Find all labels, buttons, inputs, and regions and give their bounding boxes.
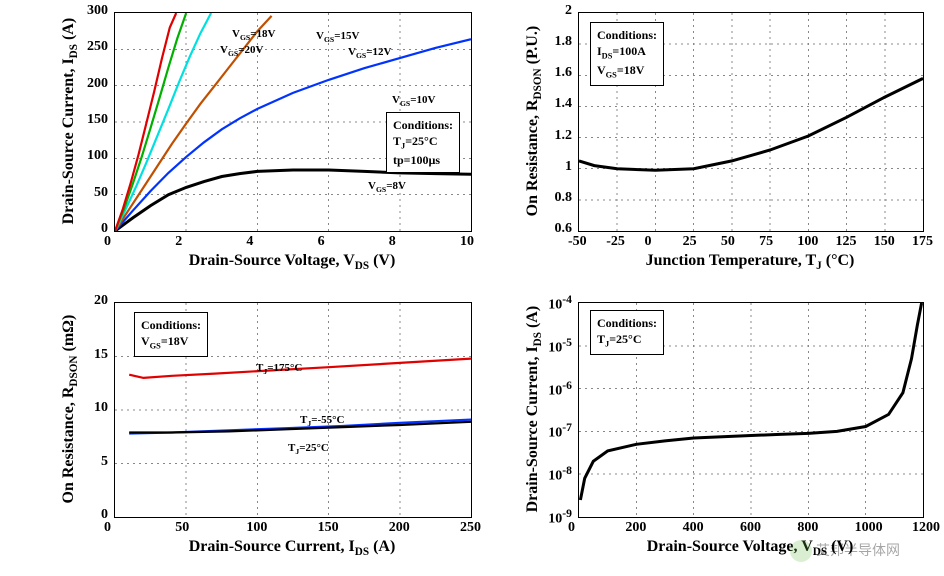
conditions-box-tr: Conditions:IDS=100AVGS=18V: [590, 22, 664, 86]
y-tick: 20: [94, 293, 108, 309]
x-tick: 1200: [912, 520, 940, 536]
y-tick: 10-7: [548, 421, 572, 442]
y-tick: 150: [87, 112, 108, 128]
x-tick: 50: [721, 234, 735, 250]
x-tick: 25: [683, 234, 697, 250]
x-tick: 2: [175, 234, 182, 250]
x-tick: 100: [246, 520, 267, 536]
y-tick: 10-6: [548, 379, 572, 400]
y-axis-label-tl: Drain-Source Current, IDS (A): [60, 12, 80, 230]
x-tick: 250: [460, 520, 481, 536]
y-tick: 1.4: [555, 96, 573, 112]
y-axis-label-br: Drain-Source Current, IDS (A): [524, 302, 544, 516]
series-label: VGS=15V: [316, 30, 359, 44]
conditions-box-bl: Conditions:VGS=18V: [134, 312, 208, 357]
series-label: VGS=20V: [220, 44, 263, 58]
x-tick: 150: [874, 234, 895, 250]
y-tick: 10-8: [548, 464, 572, 485]
y-tick: 1.2: [555, 128, 573, 144]
y-tick: 300: [87, 3, 108, 19]
y-tick: 5: [101, 454, 108, 470]
y-tick: 0: [101, 221, 108, 237]
conditions-box-tl: Conditions:TJ=25°Ctp=100µs: [386, 112, 460, 173]
x-tick: 4: [246, 234, 253, 250]
x-tick: 200: [625, 520, 646, 536]
x-tick: 1000: [855, 520, 883, 536]
x-tick: 125: [836, 234, 857, 250]
y-tick: 50: [94, 185, 108, 201]
x-axis-label-tl: Drain-Source Voltage, VDS (V): [114, 252, 470, 272]
figure-root: 0246810050100150200250300Conditions:TJ=2…: [0, 0, 944, 576]
x-axis-label-tr: Junction Temperature, TJ (°C): [578, 252, 922, 272]
y-tick: 15: [94, 347, 108, 363]
y-tick: 10-5: [548, 336, 572, 357]
series-label: TJ=175°C: [256, 362, 302, 376]
y-axis-label-tr: On Resistance, RDSON (P.U.): [524, 12, 544, 230]
series-label: TJ=25°C: [288, 442, 329, 456]
x-tick: 800: [797, 520, 818, 536]
y-tick: 200: [87, 76, 108, 92]
x-tick: 100: [797, 234, 818, 250]
panel-bl: 05010015020025005101520Conditions:VGS=18…: [38, 296, 484, 566]
y-tick: 2: [565, 3, 572, 19]
x-tick: 75: [759, 234, 773, 250]
series-label: VGS=12V: [348, 46, 391, 60]
x-tick: 400: [683, 520, 704, 536]
conditions-box-br: Conditions:TJ=25°C: [590, 310, 664, 355]
y-tick: 10-4: [548, 293, 572, 314]
y-tick: 0: [101, 507, 108, 523]
y-tick: 100: [87, 148, 108, 164]
x-tick: 0: [644, 234, 651, 250]
x-tick: 200: [389, 520, 410, 536]
y-tick: 1: [565, 159, 572, 175]
series-VGS=8V: [115, 170, 471, 231]
series-rdson_pu: [579, 78, 923, 170]
series-label: VGS=10V: [392, 94, 435, 108]
watermark: 艾邦半导体网: [790, 540, 900, 562]
series-label: VGS=18V: [232, 28, 275, 42]
y-tick: 1.8: [555, 34, 573, 50]
y-tick: 250: [87, 39, 108, 55]
y-tick: 0.6: [555, 221, 573, 237]
x-tick: 6: [318, 234, 325, 250]
x-axis-label-bl: Drain-Source Current, IDS (A): [114, 538, 470, 558]
series-VGS=20V: [115, 13, 176, 231]
x-tick: 10: [460, 234, 474, 250]
y-tick: 10: [94, 400, 108, 416]
x-tick: 175: [912, 234, 933, 250]
y-axis-label-bl: On Resistance, RDSON (mΩ): [60, 302, 80, 516]
panel-tr: -50-2502550751001251501750.60.811.21.41.…: [504, 4, 934, 274]
x-tick: -25: [606, 234, 625, 250]
y-tick: 0.8: [555, 190, 573, 206]
y-tick: 1.6: [555, 65, 573, 81]
x-tick: 600: [740, 520, 761, 536]
y-tick: 10-9: [548, 507, 572, 528]
series-label: TJ=-55°C: [300, 414, 344, 428]
panel-tl: 0246810050100150200250300Conditions:TJ=2…: [38, 4, 484, 274]
series-label: VGS=8V: [368, 180, 406, 194]
x-tick: 50: [175, 520, 189, 536]
x-tick: 8: [389, 234, 396, 250]
panel-br: 02004006008001000120010-910-810-710-610-…: [504, 296, 934, 566]
x-tick: 150: [318, 520, 339, 536]
